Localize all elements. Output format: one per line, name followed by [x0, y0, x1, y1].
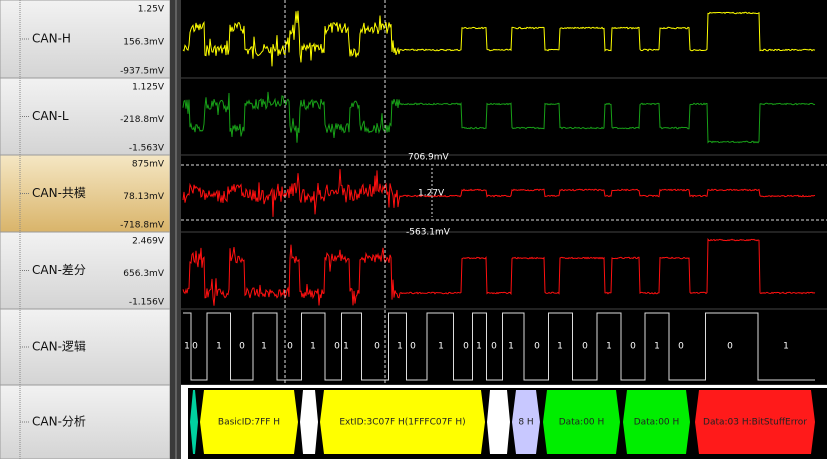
decode-label: Data:00 H [634, 418, 680, 428]
cursor-upper: 706.9mV [408, 153, 450, 163]
decode-label: ExtID:3C07F H(1FFFC07F H) [339, 418, 465, 428]
scale-mid: 156.3mV [123, 38, 165, 48]
logic-bit: 0 [582, 342, 588, 352]
logic-bit: 1 [606, 342, 612, 352]
logic-bit: 1 [216, 342, 222, 352]
scale-top: 875mV [132, 160, 165, 170]
channel-name: CAN-L [32, 109, 69, 123]
logic-bit: 1 [397, 342, 403, 352]
logic-bit: 0 [287, 342, 293, 352]
decode-label: BasicID:7FF H [218, 418, 280, 428]
scale-bottom: -1.156V [129, 298, 165, 308]
logic-bit: 0 [678, 342, 684, 352]
logic-bit: 1 [654, 342, 660, 352]
logic-bit: 1 [557, 342, 563, 352]
scale-mid: 78.13mV [123, 192, 165, 202]
decode-label: Data:03 H:BitStuffError [703, 418, 807, 428]
logic-bit: 0 [410, 342, 416, 352]
scale-top: 1.25V [138, 5, 165, 15]
logic-bit: 0 [534, 342, 540, 352]
scale-top: 1.125V [132, 83, 165, 93]
logic-bit: 1 [783, 342, 789, 352]
logic-bit: 1 [310, 342, 316, 352]
scale-top: 2.469V [132, 237, 165, 247]
channel-name: CAN-H [32, 32, 71, 46]
logic-bit: 1 [261, 342, 267, 352]
cursor-delta: 1.27V [418, 189, 445, 199]
channel-name: CAN-共模 [32, 186, 86, 200]
scale-mid: -218.8mV [120, 115, 165, 125]
logic-bit: 0 [334, 342, 340, 352]
decode-label: 8 H [518, 418, 533, 428]
logic-bit: 1 [184, 342, 190, 352]
logic-bit: 0 [463, 342, 469, 352]
scale-bottom: -1.563V [129, 144, 165, 154]
scale-bottom: -937.5mV [120, 67, 165, 77]
analyzer-window: CAN-H 1.25V 156.3mV -937.5mV CAN-L 1.125V -218… [0, 0, 827, 459]
scale-bottom: -718.8mV [120, 221, 165, 231]
decode-stuff [300, 390, 318, 454]
logic-bit: 0 [727, 342, 733, 352]
logic-bit: 0 [374, 342, 380, 352]
logic-bit: 0 [630, 342, 636, 352]
logic-bit: 1 [438, 342, 444, 352]
channel-name: CAN-逻辑 [32, 340, 86, 354]
scale-mid: 656.3mV [123, 269, 165, 279]
logic-bit: 1 [343, 342, 349, 352]
decode-label: Data:00 H [559, 418, 605, 428]
logic-bit: 1 [476, 342, 482, 352]
cursor-lower: -563.1mV [406, 228, 451, 238]
logic-bit: 0 [239, 342, 245, 352]
logic-bit: 0 [491, 342, 497, 352]
logic-bit: 0 [192, 342, 198, 352]
channel-name: CAN-分析 [32, 415, 86, 429]
decode-stuff [487, 390, 510, 454]
channel-name: CAN-差分 [32, 263, 86, 277]
logic-bit: 1 [508, 342, 514, 352]
